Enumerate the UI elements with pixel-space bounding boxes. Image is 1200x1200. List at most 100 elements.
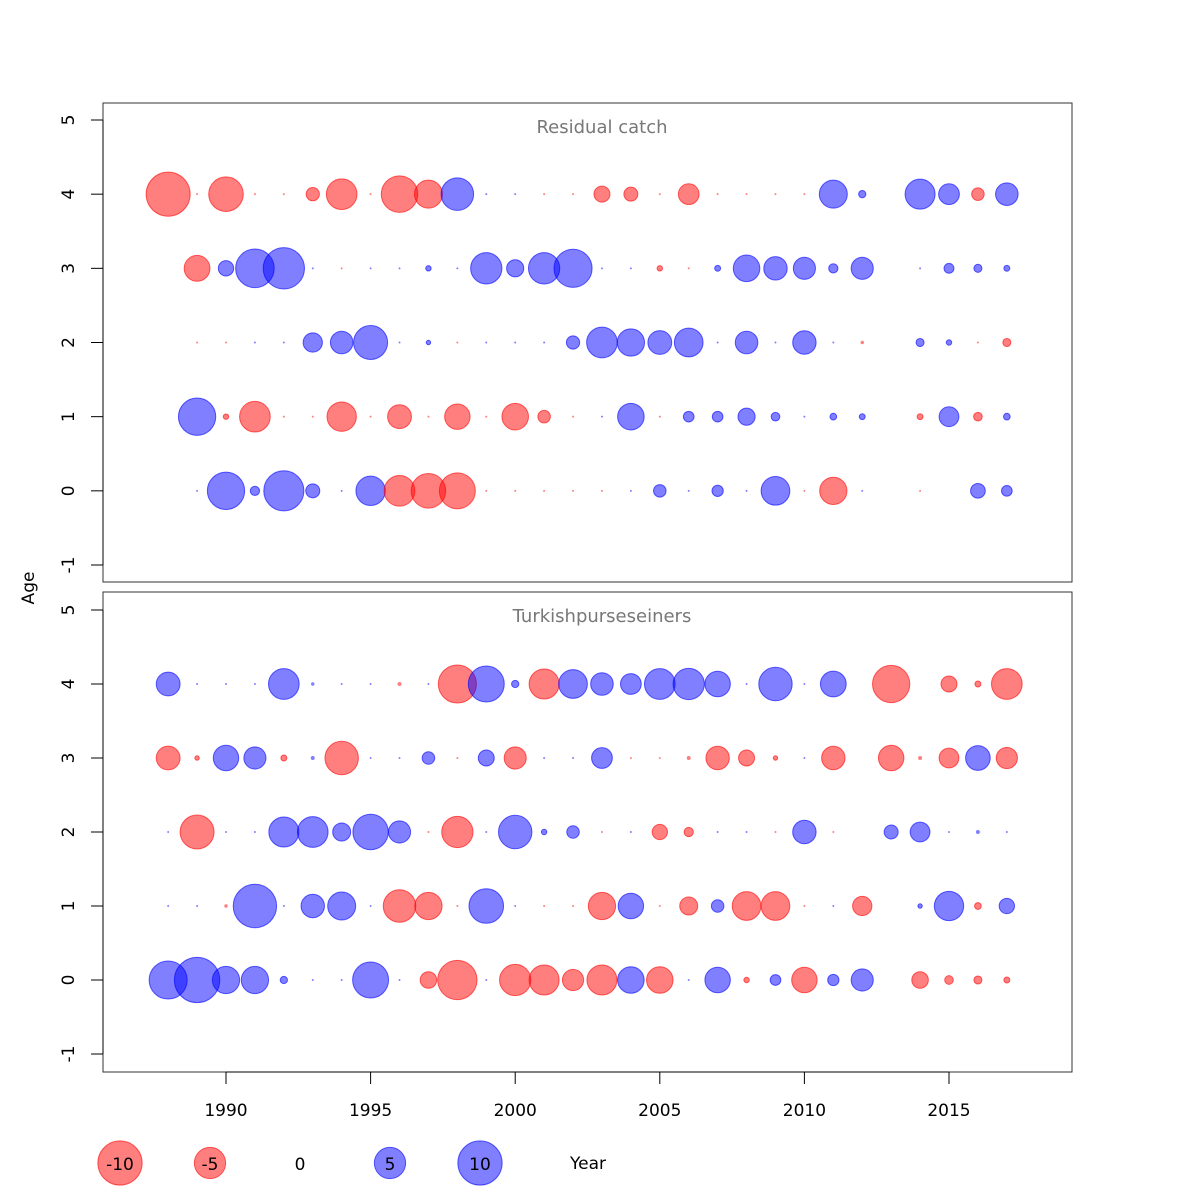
bubble-positive <box>803 415 806 418</box>
bubble-negative <box>194 755 200 761</box>
bubble-positive <box>387 820 412 844</box>
bubble-positive <box>704 966 731 994</box>
bubble-positive <box>253 341 256 344</box>
bubble-positive <box>329 330 354 355</box>
bubble-negative <box>774 193 777 196</box>
bubble-negative <box>397 682 402 686</box>
bubble-positive <box>485 341 488 344</box>
bubble-negative <box>528 668 560 700</box>
bubble-positive <box>803 757 806 759</box>
legend-label: -10 <box>106 1155 134 1175</box>
bubble-negative <box>760 891 791 921</box>
bubble-positive <box>819 670 847 698</box>
bubble-positive <box>177 397 217 436</box>
bubble-positive <box>249 485 261 496</box>
bubble-positive <box>792 256 816 280</box>
bubble-positive <box>398 341 401 344</box>
bubble-positive <box>514 193 517 196</box>
bubble-positive <box>167 905 170 907</box>
bubble-positive <box>553 248 593 288</box>
bubble-positive <box>998 897 1016 915</box>
bubble-positive <box>803 683 806 685</box>
bubble-positive <box>353 324 389 361</box>
bubble-positive <box>629 831 632 833</box>
bubble-positive <box>425 339 432 346</box>
bubble-negative <box>208 176 244 212</box>
bubble-negative <box>485 489 488 492</box>
bubble-positive <box>832 905 835 907</box>
bubble-negative <box>911 971 929 989</box>
bubble-positive <box>909 821 931 843</box>
bubble-positive <box>217 260 235 277</box>
bubble-positive <box>263 470 305 512</box>
bubble-positive <box>352 961 390 999</box>
bubble-negative <box>973 975 983 985</box>
bubble-positive <box>369 757 372 759</box>
bubble-negative <box>305 187 320 202</box>
bubble-positive <box>647 330 673 355</box>
bubble-negative <box>976 341 979 344</box>
bubble-negative <box>852 895 873 917</box>
bubble-negative <box>860 340 864 345</box>
bubble-negative <box>687 267 690 270</box>
bubble-negative <box>938 747 960 769</box>
bubble-positive <box>212 744 240 772</box>
bubble-positive <box>300 893 325 919</box>
bubble-positive <box>477 749 495 767</box>
bubble-positive <box>965 745 991 771</box>
bubble-positive <box>938 183 960 206</box>
legend-label: 5 <box>385 1155 396 1175</box>
bubble-positive <box>917 903 923 909</box>
bubble-positive <box>616 328 646 357</box>
bubble-positive <box>310 756 315 760</box>
bubble-positive <box>206 471 246 510</box>
bubble-negative <box>380 175 419 213</box>
bubble-positive <box>714 264 722 272</box>
bubble-positive <box>1002 412 1011 421</box>
bubble-positive <box>425 265 432 272</box>
legend-bubble <box>97 1140 143 1186</box>
x-axis-label: Year <box>569 1154 606 1174</box>
y-tick-label: 4 <box>59 679 79 690</box>
bubble-negative <box>971 187 985 201</box>
y-tick-label: 4 <box>59 189 79 200</box>
bubble-positive <box>591 747 613 769</box>
y-tick-label: 1 <box>59 901 79 912</box>
bubble-negative <box>282 193 285 196</box>
bubble-positive <box>938 406 960 428</box>
bubble-positive <box>732 254 761 283</box>
bubble-positive <box>792 330 817 355</box>
bubble-negative <box>369 415 372 418</box>
bubble-negative <box>656 265 664 272</box>
bubble-negative <box>623 186 639 202</box>
bubble-negative <box>572 415 575 418</box>
bubble-negative <box>387 404 412 430</box>
bubble-negative <box>225 341 227 344</box>
bubble-negative <box>456 341 459 344</box>
bubble-negative <box>944 975 954 985</box>
bubble-positive <box>332 822 352 842</box>
y-tick-label: 3 <box>59 263 79 274</box>
bubble-negative <box>803 905 806 907</box>
bubble-positive <box>565 335 581 350</box>
bubble-negative <box>919 489 922 492</box>
bubble-positive <box>506 259 525 278</box>
y-tick-label: 2 <box>59 337 79 348</box>
bubble-positive <box>745 489 748 492</box>
bubble-positive <box>1003 264 1011 272</box>
bubble-positive <box>682 410 695 423</box>
bubble-negative <box>340 267 343 270</box>
bubble-negative <box>222 413 230 420</box>
x-tick-label: 1990 <box>204 1101 247 1121</box>
bubble-negative <box>991 668 1023 700</box>
bubble-negative <box>224 904 228 908</box>
bubble-negative <box>683 826 694 838</box>
bubble-positive <box>311 267 314 270</box>
bubble-negative <box>572 905 575 907</box>
bubble-positive <box>211 965 241 995</box>
bubble-positive <box>590 672 614 696</box>
y-tick-label: 0 <box>59 485 79 496</box>
bubble-negative <box>651 823 668 841</box>
bubble-positive <box>643 668 676 700</box>
bubble-negative <box>501 402 529 431</box>
